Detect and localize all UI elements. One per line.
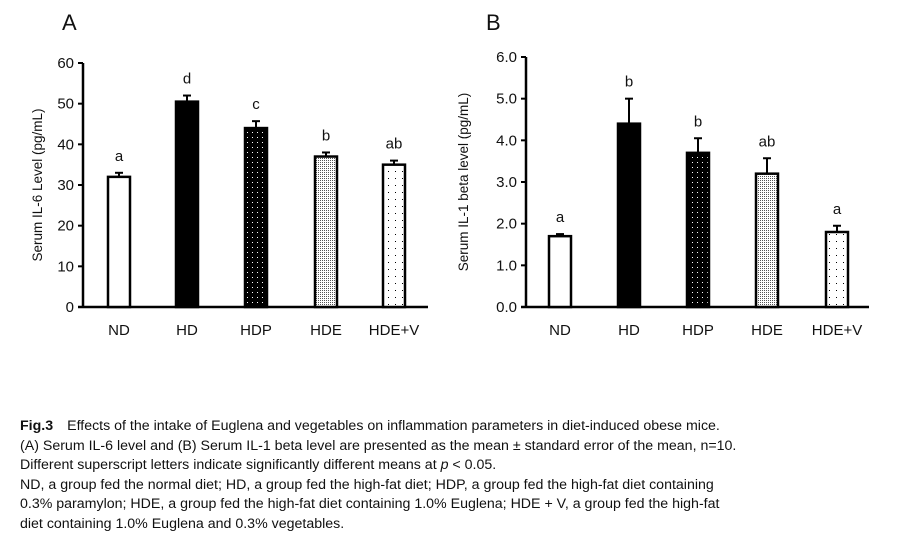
bar-nd xyxy=(106,175,132,309)
x-tick-label: ND xyxy=(549,322,571,339)
y-tick-label: 1.0 xyxy=(496,257,517,274)
significance-letter: d xyxy=(183,71,191,88)
y-tick-label: 5.0 xyxy=(496,91,517,108)
y-tick-label: 50 xyxy=(57,96,74,113)
y-tick-label: 4.0 xyxy=(496,132,517,149)
significance-letter: c xyxy=(252,96,260,113)
y-tick-label: 3.0 xyxy=(496,174,517,191)
y-axis-label: Serum IL-6 Level (pg/mL) xyxy=(30,108,45,261)
caption-line: (A) Serum IL-6 level and (B) Serum IL-1 … xyxy=(20,437,737,454)
y-tick-label: 40 xyxy=(57,136,74,153)
significance-letter: a xyxy=(115,148,124,165)
caption-line: diet containing 1.0% Euglena and 0.3% ve… xyxy=(20,515,345,532)
y-tick-label: 20 xyxy=(57,218,74,235)
panel-label: B xyxy=(486,10,501,35)
significance-letter: ab xyxy=(386,136,403,153)
significance-letter: b xyxy=(322,127,330,144)
y-tick-label: 6.0 xyxy=(496,49,517,66)
caption-p: p xyxy=(440,457,449,473)
bar-hde-plus-v xyxy=(824,230,850,309)
x-tick-label: HDE xyxy=(751,322,783,339)
bar-hdp xyxy=(685,151,711,309)
figure-caption: Fig.3 Effects of the intake of Euglena an… xyxy=(20,417,910,534)
y-tick-label: 60 xyxy=(57,55,74,72)
panel-label: A xyxy=(62,10,77,35)
charts: A 0 10 20 30 40 50 60 Serum IL-6 Level (pg/mL) a N… xyxy=(30,10,869,339)
x-tick-label: HDE+V xyxy=(369,322,419,339)
significance-letter: ab xyxy=(759,133,776,150)
significance-letter: b xyxy=(625,74,633,91)
x-tick-label: HD xyxy=(618,322,640,339)
caption-line: 0.3% paramylon; HDE, a group fed the hig… xyxy=(20,496,720,512)
x-tick-label: HD xyxy=(176,322,198,339)
x-tick-label: HDE+V xyxy=(812,322,862,339)
caption-line: Effects of the intake of Euglena and veg… xyxy=(67,418,720,434)
caption-label: Fig.3 xyxy=(20,418,54,434)
bar-nd xyxy=(547,234,573,309)
x-tick-label: HDP xyxy=(682,322,714,339)
y-axis-label: Serum IL-1 beta level (pg/mL) xyxy=(456,93,471,272)
caption-line: Different superscript letters indicate s… xyxy=(20,457,441,473)
bar-hde-plus-v xyxy=(381,163,407,309)
y-tick-label: 0.0 xyxy=(496,299,517,316)
bar-hd xyxy=(174,100,200,309)
y-tick-label: 30 xyxy=(57,177,74,194)
caption-line: < 0.05. xyxy=(448,457,497,473)
x-tick-label: HDP xyxy=(240,322,272,339)
x-tick-label: HDE xyxy=(310,322,342,339)
y-tick-label: 10 xyxy=(57,258,74,275)
significance-letter: a xyxy=(556,209,565,226)
y-tick-label: 2.0 xyxy=(496,216,517,233)
significance-letter: a xyxy=(833,201,842,218)
y-tick-label: 0 xyxy=(66,299,74,316)
significance-letter: b xyxy=(694,113,702,130)
bar-hde xyxy=(313,155,339,309)
bar-hdp xyxy=(243,126,269,309)
caption-line: ND, a group fed the normal diet; HD, a g… xyxy=(20,476,714,493)
bar-hd xyxy=(616,122,642,309)
x-tick-label: ND xyxy=(108,322,130,339)
bar-hde xyxy=(754,172,780,309)
